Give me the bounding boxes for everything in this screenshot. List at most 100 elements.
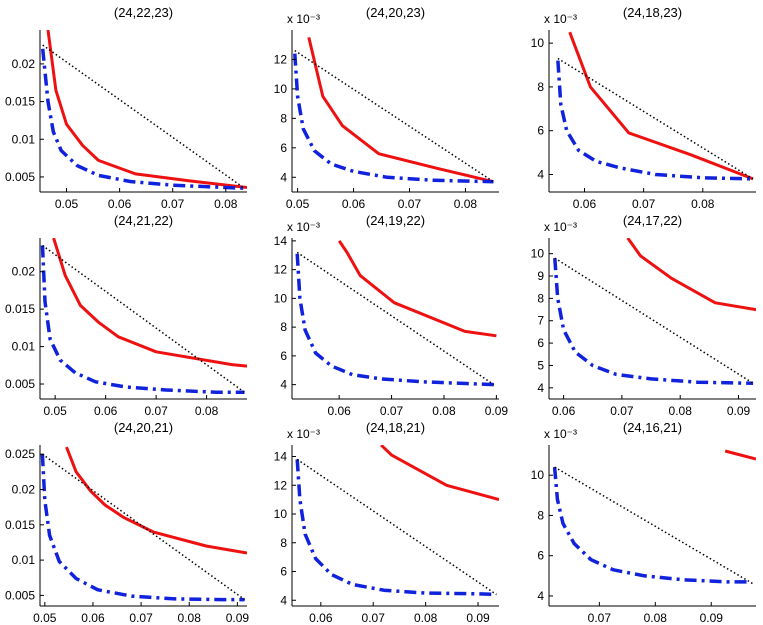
x-tick-label: 0.06 — [94, 404, 118, 418]
subplot-title: (24,20,23) — [366, 5, 425, 20]
subplot-title: (24,20,21) — [114, 420, 173, 435]
series-blue-dashdot — [295, 253, 494, 387]
x-tick-label: 0.06 — [81, 611, 105, 625]
x-tick-label: 0.07 — [632, 197, 656, 211]
y-tick-label: 10 — [531, 36, 545, 50]
series-black-dotted — [41, 453, 246, 601]
plot-area — [295, 445, 499, 597]
x-tick-label: 0.05 — [43, 404, 67, 418]
series-red-solid — [65, 446, 247, 555]
subplot-4: (24,21,22) 0.05 0.06 0.07 0.08 0.005 0.01 0.015… — [5, 213, 247, 418]
y-tick-label: 0.005 — [5, 170, 35, 184]
series-blue-dashdot — [552, 466, 751, 584]
x-tick-label: 0.09 — [485, 404, 509, 418]
y-exponent-label: x 10⁻³ — [287, 427, 320, 441]
x-tick-label: 0.06 — [108, 197, 132, 211]
series-red-solid — [724, 449, 756, 461]
x-tick-label: 0.08 — [669, 404, 693, 418]
y-tick-label: 4 — [280, 378, 287, 392]
series-blue-dashdot — [40, 245, 245, 395]
x-tick-label: 0.08 — [414, 611, 438, 625]
series-black-dotted — [554, 466, 754, 585]
x-tick-label: 0.06 — [573, 197, 597, 211]
y-tick-label: 0.02 — [12, 482, 36, 496]
y-tick-label: 12 — [274, 263, 288, 277]
series-red-solid — [307, 37, 494, 184]
x-tick-label: 0.07 — [380, 404, 404, 418]
subplot-6: (24,17,22) x 10⁻³ 0.06 0.07 0.08 0.09 4 5 6 7 8 9 10 — [531, 213, 756, 418]
x-tick-label: 0.08 — [454, 197, 478, 211]
subplot-3: (24,18,23) x 10⁻³ 0.06 0.07 0.08 4 6 8 10 — [531, 5, 756, 211]
x-tick-label: 0.09 — [226, 611, 250, 625]
x-tick-label: 0.07 — [161, 197, 185, 211]
x-tick-label: 0.06 — [342, 197, 366, 211]
y-tick-label: 6 — [537, 124, 544, 138]
y-tick-label: 10 — [274, 291, 288, 305]
subplot-title: (24,22,23) — [114, 5, 173, 20]
series-blue-dashdot — [40, 454, 245, 602]
subplot-title: (24,18,23) — [623, 5, 682, 20]
series-black-dotted — [42, 44, 245, 189]
x-tick-label: 0.07 — [129, 611, 153, 625]
y-tick-label: 6 — [280, 349, 287, 363]
y-tick-label: 10 — [531, 468, 545, 482]
y-tick-label: 5 — [537, 358, 544, 372]
series-blue-dashdot — [295, 459, 497, 597]
x-tick-label: 0.06 — [327, 404, 351, 418]
y-tick-label: 4 — [280, 593, 287, 607]
subplot-8: (24,18,21) x 10⁻³ 0.06 0.07 0.08 0.09 4 6 8 10 12 1… — [274, 420, 499, 625]
x-tick-label: 0.08 — [432, 404, 456, 418]
x-tick-label: 0.08 — [644, 611, 668, 625]
plot-area — [553, 238, 756, 386]
y-tick-label: 0.01 — [12, 340, 36, 354]
y-exponent-label: x 10⁻³ — [544, 12, 577, 26]
plot-area — [293, 37, 494, 184]
subplot-title: (24,21,22) — [114, 213, 173, 228]
y-exponent-label: x 10⁻³ — [287, 220, 320, 234]
y-tick-label: 0.025 — [5, 447, 35, 461]
y-tick-label: 4 — [537, 381, 544, 395]
y-tick-label: 12 — [274, 52, 288, 66]
series-black-dotted — [296, 251, 495, 386]
y-tick-label: 7 — [537, 314, 544, 328]
x-tick-label: 0.08 — [214, 197, 238, 211]
y-tick-label: 6 — [280, 141, 287, 155]
x-tick-label: 0.07 — [610, 404, 634, 418]
x-tick-label: 0.09 — [727, 404, 751, 418]
y-tick-label: 10 — [274, 507, 288, 521]
series-red-solid — [626, 238, 756, 312]
x-tick-label: 0.07 — [362, 611, 386, 625]
y-tick-label: 10 — [274, 82, 288, 96]
y-tick-label: 8 — [280, 111, 287, 125]
x-tick-label: 0.09 — [466, 611, 490, 625]
y-tick-label: 14 — [274, 234, 288, 248]
y-tick-label: 0.005 — [5, 588, 35, 602]
series-red-solid — [568, 31, 754, 181]
y-tick-label: 9 — [537, 269, 544, 283]
subplot-title: (24,16,21) — [623, 420, 682, 435]
x-tick-label: 0.06 — [552, 404, 576, 418]
y-tick-label: 6 — [280, 565, 287, 579]
series-red-solid — [380, 445, 499, 502]
subplot-1: (24,22,23) 0.05 0.06 0.07 0.08 0.005 0.01 0.015… — [5, 5, 247, 211]
y-tick-label: 0.02 — [12, 265, 36, 279]
y-tick-label: 10 — [531, 247, 545, 261]
x-tick-label: 0.07 — [398, 197, 422, 211]
subplot-7: (24,20,21) 0.05 0.06 0.07 0.08 0.09 0.005 0.01 0… — [5, 420, 249, 625]
series-red-solid — [52, 238, 247, 368]
x-tick-label: 0.08 — [691, 197, 715, 211]
y-tick-label: 0.01 — [12, 553, 36, 567]
y-tick-label: 14 — [274, 450, 288, 464]
y-tick-label: 6 — [537, 336, 544, 350]
series-blue-dashdot — [293, 53, 494, 184]
plot-area — [40, 238, 247, 395]
y-tick-label: 4 — [280, 170, 287, 184]
y-exponent-label: x 10⁻³ — [544, 427, 577, 441]
y-tick-label: 0.01 — [12, 132, 36, 146]
y-tick-label: 0.005 — [5, 377, 35, 391]
y-tick-label: 8 — [280, 320, 287, 334]
y-tick-label: 8 — [537, 508, 544, 522]
y-exponent-label: x 10⁻³ — [287, 12, 320, 26]
x-tick-label: 0.09 — [700, 611, 724, 625]
x-tick-label: 0.07 — [144, 404, 168, 418]
